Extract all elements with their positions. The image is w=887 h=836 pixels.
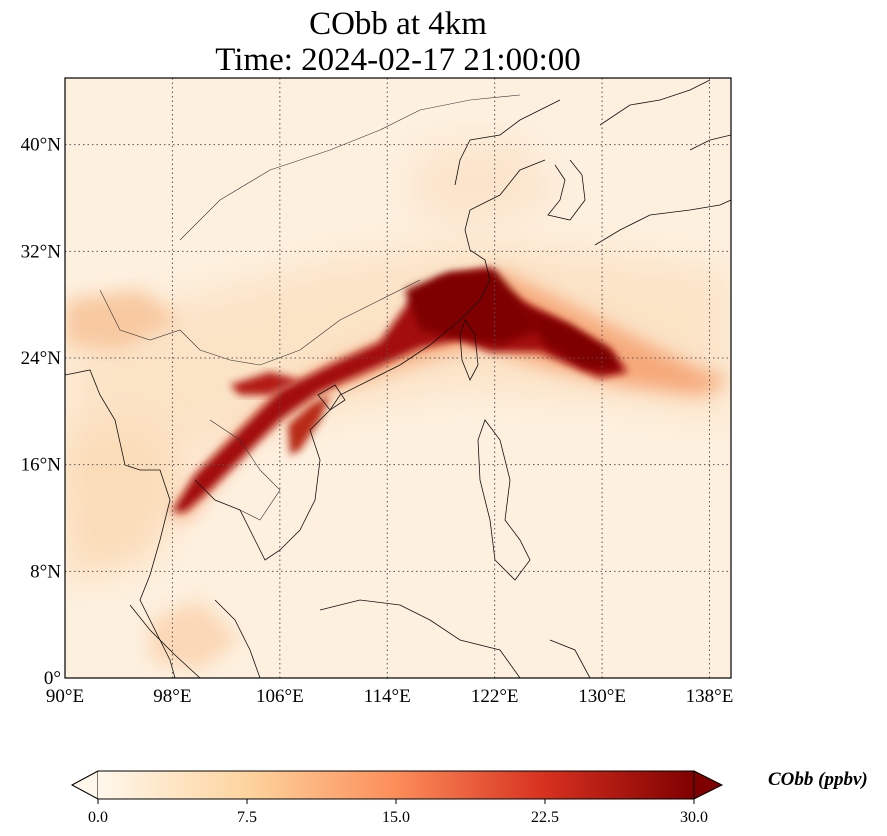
lon-tick-label: 98°E [153,686,191,707]
coastline-japan-south [594,199,731,246]
coastline-bay-of-bengal [65,369,176,678]
lon-tick-label: 130°E [578,686,626,707]
coastline-bohai [454,99,561,186]
concentration-field [65,140,731,670]
colorbar: 0.0 7.5 15.0 22.5 30.0 [70,770,724,826]
colorbar-tick-label: 0.0 [88,809,108,826]
colorbar-min-extend [70,770,99,800]
lon-tick-label: 114°E [364,686,411,707]
map-title-line1: CObb at 4km [309,6,487,42]
lat-tick-label: 24°N [21,348,62,369]
colorbar-max-extend [693,770,724,800]
border-china-south [99,279,421,366]
lat-tick-label: 32°N [21,241,62,262]
map-frame [64,77,732,679]
colorbar-gradient [98,771,694,799]
colorbar-tick-label: 7.5 [237,809,257,826]
latitude-tick-labels: 0° 8°N 16°N 24°N 32°N 40°N [21,135,62,689]
colorbar-tick-label: 15.0 [382,809,410,826]
coastline-sulawesi [549,639,591,678]
coastline-honshu [689,134,731,151]
coastlines [65,79,731,678]
coastline-taiwan [459,319,479,381]
lon-tick-label: 138°E [686,686,734,707]
lat-tick-label: 8°N [30,561,61,582]
coastline-philippines [477,419,531,581]
coastline-east-china [464,159,546,281]
gridlines [64,78,731,678]
colorbar-label: CObb (ppbv) [768,769,868,790]
colorbar-tick-label: 30.0 [680,809,708,826]
coastline-borneo [319,599,521,678]
coastline-hainan [317,384,346,411]
colorbar-tick-label: 22.5 [531,809,559,826]
border-indochina [209,419,281,521]
colorbar-tick-labels: 0.0 7.5 15.0 22.5 30.0 [88,799,708,826]
lon-tick-label: 90°E [46,686,84,707]
lon-tick-label: 122°E [471,686,519,707]
longitude-tick-labels: 90°E 98°E 106°E 114°E 122°E 130°E 138°E [46,686,733,707]
coastline-far-east [599,79,711,126]
lon-tick-label: 106°E [256,686,304,707]
coastline-korea [547,159,586,221]
coastline-sumatra [129,604,201,678]
map-title-line2: Time: 2024-02-17 21:00:00 [215,42,581,78]
border-china-north [179,94,521,241]
coastline-malaysia [214,599,261,678]
lat-tick-label: 0° [44,668,61,689]
coastline-south-china-coast [194,279,491,561]
lat-tick-label: 16°N [21,455,62,476]
lat-tick-label: 40°N [21,135,62,156]
